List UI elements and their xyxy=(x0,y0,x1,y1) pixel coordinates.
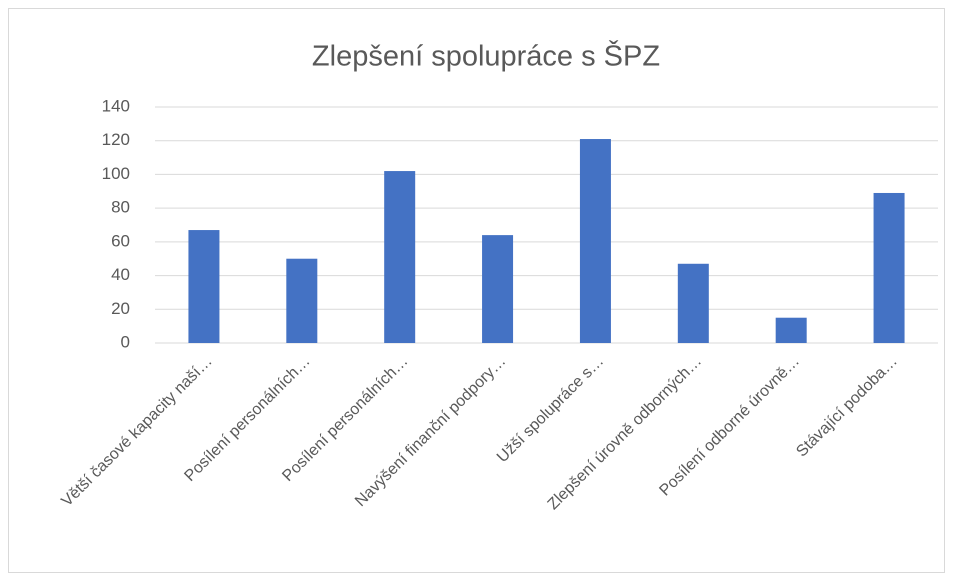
bar xyxy=(188,230,220,343)
y-tick-label: 80 xyxy=(111,198,130,217)
y-tick-label: 120 xyxy=(102,130,130,149)
y-tick-label: 40 xyxy=(111,265,130,284)
bar xyxy=(873,192,905,343)
bar xyxy=(775,317,807,343)
y-tick-label: 0 xyxy=(121,332,130,351)
bar xyxy=(482,235,514,343)
chart-border xyxy=(8,8,945,573)
y-tick-label: 20 xyxy=(111,299,130,318)
chart-title: Zlepšení spolupráce s ŠPZ xyxy=(312,39,660,73)
bar xyxy=(384,171,416,343)
y-tick-label: 100 xyxy=(102,164,130,183)
y-tick-label: 140 xyxy=(102,96,130,115)
y-tick-label: 60 xyxy=(111,231,130,250)
bar xyxy=(579,139,611,343)
bar xyxy=(286,258,318,343)
bar xyxy=(677,263,709,343)
